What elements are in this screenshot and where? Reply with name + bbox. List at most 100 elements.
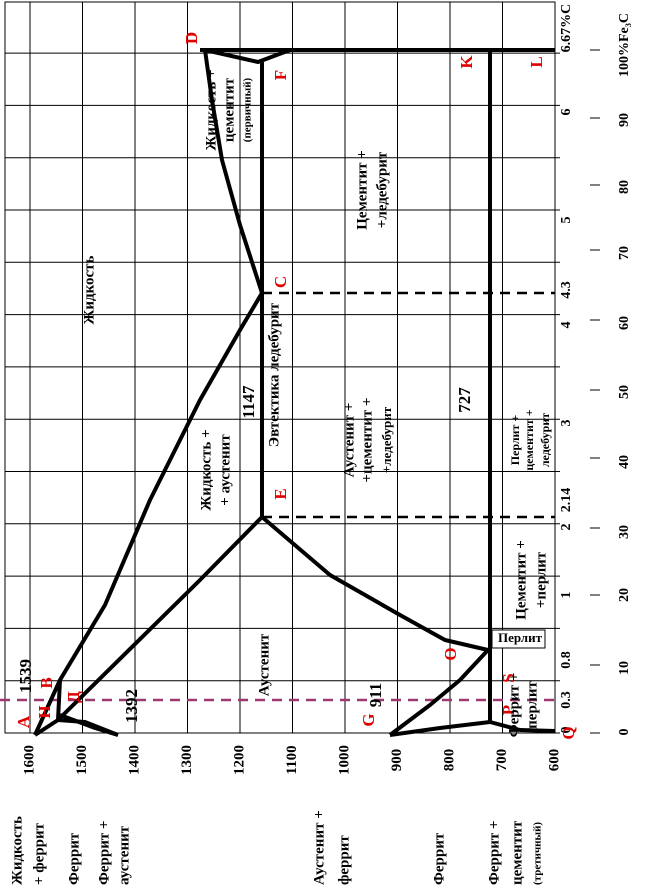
carbon-tick: 0 <box>559 727 574 734</box>
region-label: цементит <box>221 77 237 142</box>
side-label: Феррит <box>66 832 82 885</box>
liquidus-dc <box>203 49 264 294</box>
region-label: +перлит <box>533 551 549 608</box>
region-label: +ледебурит <box>379 406 394 473</box>
point-label: G <box>359 713 378 726</box>
carbon-tick: 4 <box>559 322 574 329</box>
carbon-tick: 1 <box>559 592 574 599</box>
region-label: Жидкость <box>81 255 97 324</box>
gs-line <box>388 648 490 737</box>
point-label: C <box>271 276 290 288</box>
region-label: Аустенит <box>256 633 272 696</box>
fe3c-tick: 90 <box>617 113 632 127</box>
point-label: A <box>14 715 33 728</box>
fe3c-tick: 40 <box>617 455 632 469</box>
region-label: Жидкость + <box>203 69 219 150</box>
fe3c-tick: 70 <box>617 246 632 260</box>
temperature-tick: 1400 <box>126 745 142 775</box>
point-label: H <box>35 705 54 718</box>
pq-line <box>489 720 556 733</box>
region-label: Феррит + <box>506 673 522 738</box>
labels: 1600 1500 1400 1300 1200 1100 1000 900 800 700 600… <box>9 4 632 885</box>
temperature-tick: 700 <box>494 749 510 772</box>
temperature-tick: 600 <box>546 749 562 772</box>
fe3c-tick: 60 <box>617 316 632 330</box>
region-label: +цементит + <box>359 397 375 482</box>
fe3c-tick: 20 <box>617 588 632 602</box>
temperature-tick: 800 <box>441 749 457 772</box>
phase-lines <box>0 48 556 737</box>
solidus-aje <box>33 515 264 737</box>
temperature-tick: 1100 <box>284 745 300 774</box>
side-label: Феррит <box>431 832 447 885</box>
fe3c-tick: 50 <box>617 385 632 399</box>
point-label: K <box>457 55 476 69</box>
carbon-tick: 2 <box>559 524 574 531</box>
side-label: цементит <box>509 820 525 885</box>
carbon-tick: 5 <box>559 217 574 224</box>
region-label: Перлит <box>498 630 543 645</box>
point-label: Д <box>64 691 83 703</box>
region-label: Цементит + <box>513 540 529 620</box>
temperature-label: 1392 <box>122 689 141 723</box>
frame <box>4 1 556 734</box>
temperature-tick: 1000 <box>336 745 352 775</box>
region-label: Жидкость + <box>198 429 214 510</box>
carbon-tick: 6.67%C <box>559 4 574 53</box>
region-label: +ледебурит <box>374 151 390 228</box>
carbon-tick: 0.8 <box>559 651 574 669</box>
point-label: L <box>527 56 546 67</box>
point-label: E <box>271 488 290 499</box>
region-label: Цементит + <box>354 150 370 230</box>
jn-line <box>59 713 119 737</box>
temperature-tick: 1200 <box>231 745 247 775</box>
carbon-tick: 2.14 <box>559 488 574 513</box>
region-label: Аустенит + <box>341 403 357 478</box>
region-label: цементит + <box>522 409 536 470</box>
temperature-label: 1147 <box>239 385 258 419</box>
carbon-tick: 6 <box>559 109 574 116</box>
df-line <box>204 48 291 64</box>
carbon-tick: 4.3 <box>559 281 574 299</box>
liquidus-abc <box>33 291 264 736</box>
temperature-tick: 1300 <box>179 745 195 775</box>
carbon-tick: 0.3 <box>559 691 574 709</box>
side-label: (третичный) <box>532 822 544 885</box>
region-label: Эвтектика ледебурит <box>266 302 282 447</box>
point-label: P <box>499 705 518 715</box>
point-label: Q <box>559 726 578 739</box>
peritectic-line <box>56 679 62 721</box>
side-label: аустенит <box>116 825 132 885</box>
temperature-label: 1539 <box>16 659 35 693</box>
side-label: Феррит + <box>96 820 112 885</box>
point-label: O <box>441 647 460 660</box>
temperature-tick: 1500 <box>74 745 90 775</box>
temperature-tick: 900 <box>389 749 405 772</box>
region-label: (первичный) <box>242 77 254 142</box>
point-label: F <box>271 70 290 80</box>
fe3c-tick: 80 <box>617 180 632 194</box>
fe3c-tick: 30 <box>617 525 632 539</box>
side-label: + феррит <box>31 822 47 885</box>
region-label: ледебурит <box>538 413 552 467</box>
gp-line <box>389 720 491 737</box>
carbon-tick: 3 <box>559 420 574 427</box>
region-label: перлит <box>524 681 540 729</box>
region-label: + аустенит <box>217 434 233 506</box>
region-label: Перлит + <box>508 415 522 466</box>
pearlite-box <box>491 629 546 649</box>
fe3c-tick: 100%Fe₃C <box>617 13 632 77</box>
side-label: Жидкость <box>9 816 25 885</box>
side-label: феррит <box>336 835 352 885</box>
fe3c-tick: 10 <box>617 661 632 675</box>
es-line <box>260 515 489 652</box>
side-label: Аустенит + <box>311 810 327 885</box>
temperature-label: 911 <box>366 683 385 708</box>
temperature-tick: 1600 <box>21 745 37 775</box>
temperature-label: 727 <box>455 387 474 413</box>
point-label: D <box>182 32 201 44</box>
point-label: B <box>37 677 56 688</box>
side-label: Феррит + <box>486 820 502 885</box>
point-label: S <box>499 673 518 682</box>
